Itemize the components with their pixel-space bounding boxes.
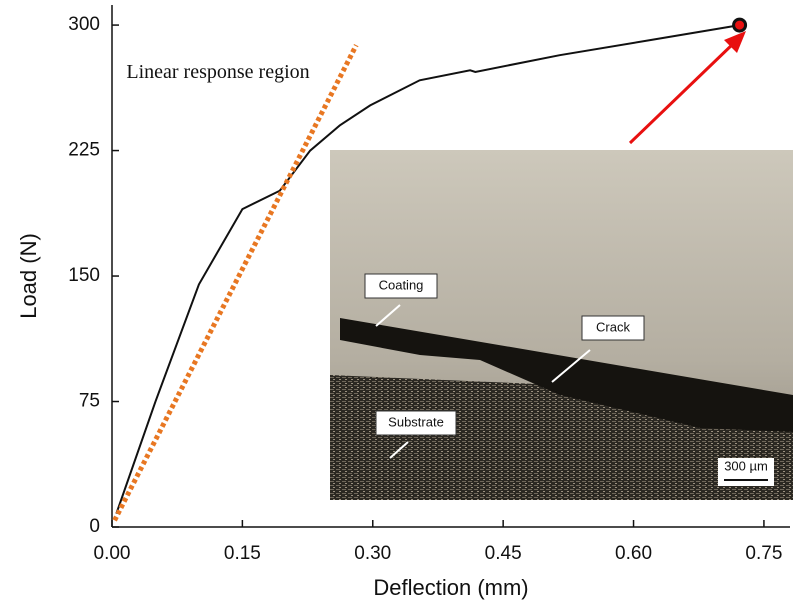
coating (340, 318, 793, 432)
x-tick-label: 0.45 (485, 543, 522, 564)
x-tick-label: 0.30 (354, 543, 391, 564)
pointer (389, 441, 409, 459)
inset-photo: Coating Crack Substrate 300 µm (330, 150, 793, 500)
inset-label: Coating (379, 277, 424, 292)
y-tick-label: 150 (68, 265, 100, 286)
x-tick-label: 0.75 (745, 543, 782, 564)
pointer (551, 349, 591, 383)
marker (732, 17, 748, 33)
label-box (581, 315, 645, 341)
y-tick-label: 300 (68, 14, 100, 35)
x-tick-label: 0.00 (94, 543, 131, 564)
arrow-shaft (628, 40, 737, 145)
inset-label: Substrate (388, 414, 444, 429)
pointer (375, 304, 401, 327)
y-tick-label: 225 (68, 140, 100, 161)
data-line (115, 24, 740, 514)
label-box (364, 273, 438, 299)
label-box (375, 410, 457, 436)
y-tick-label: 75 (79, 391, 100, 412)
y-tick-label: 0 (89, 516, 100, 537)
y-axis-label: Load (N) (16, 233, 41, 319)
fit-line (112, 44, 359, 522)
x-tick-label: 0.15 (224, 543, 261, 564)
x-axis-label: Deflection (mm) (373, 575, 528, 600)
x-tick-label: 0.60 (615, 543, 652, 564)
annotation-text: Linear response region (126, 61, 310, 83)
arrow (628, 31, 746, 145)
arrow-head (724, 31, 746, 53)
annotation: Linear response region (126, 61, 310, 83)
scale-bar-label: 300 µm (724, 458, 768, 473)
scale-box (718, 458, 774, 486)
inset-label: Crack (596, 319, 630, 334)
